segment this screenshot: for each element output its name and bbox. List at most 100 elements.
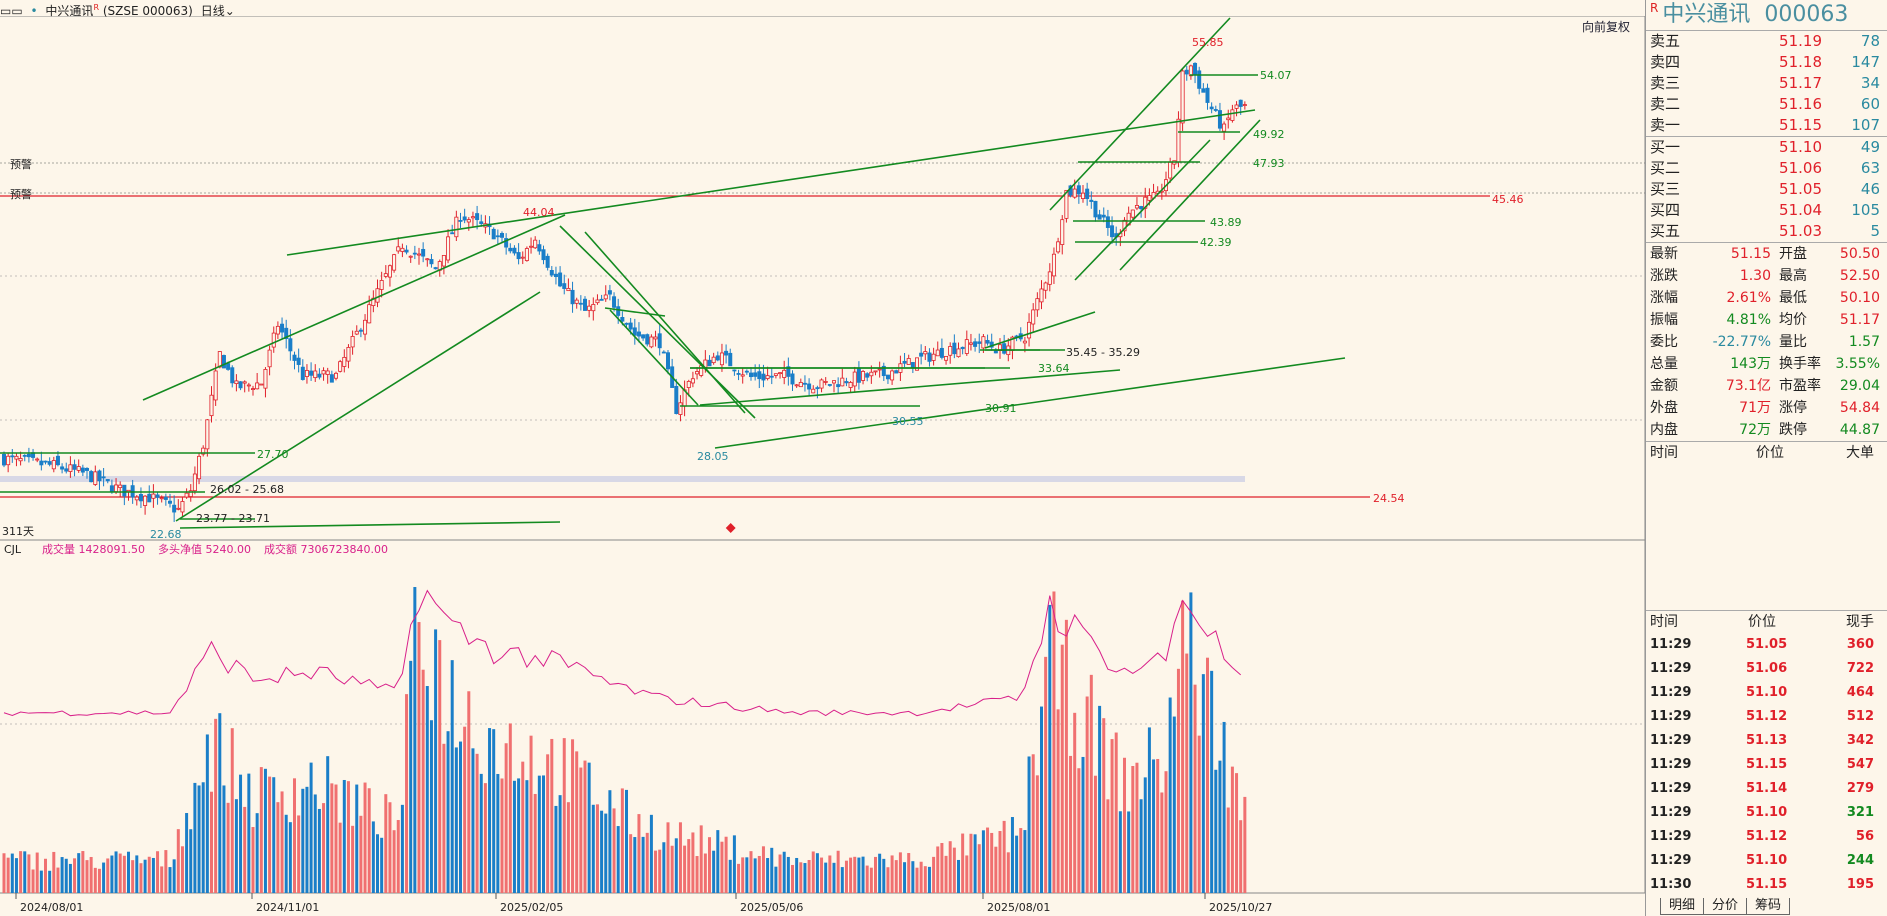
tick-row[interactable]: 11:29 51.12 56	[1646, 825, 1887, 849]
candle	[55, 455, 60, 466]
candle	[143, 495, 148, 506]
candle	[1081, 192, 1086, 199]
stat-label: 涨跌	[1650, 268, 1678, 284]
volume-bar	[886, 867, 890, 893]
stat-label: 内盘	[1650, 422, 1678, 438]
kline-chart[interactable]: 55.85 54.07 49.92 47.93 45.46 44.04 43.89 42.39…	[0, 0, 1645, 916]
volume-bar	[965, 855, 969, 893]
volume-bar	[641, 836, 645, 893]
candle	[578, 302, 583, 305]
tab-detail[interactable]: 明细	[1660, 898, 1705, 915]
volume-bar	[550, 738, 554, 893]
tick-row[interactable]: 11:29 51.10 464	[1646, 681, 1887, 705]
tick-time: 11:29	[1650, 733, 1692, 748]
price-label: 47.93	[1253, 157, 1285, 170]
volume-bar	[828, 855, 832, 893]
sell-order-row[interactable]: 卖三 51.17 34	[1646, 73, 1887, 94]
volume-bar	[247, 773, 251, 893]
stat-value: 44.87	[1839, 422, 1880, 438]
volume-bar	[1118, 811, 1122, 893]
window-control-icon[interactable]: ▭▭	[0, 4, 23, 18]
tick-row[interactable]: 11:29 51.12 512	[1646, 705, 1887, 729]
volume-bar	[297, 815, 301, 893]
stat-value: 3.55%	[1835, 356, 1880, 372]
tick-row[interactable]: 11:29 51.14 279	[1646, 777, 1887, 801]
candle	[466, 219, 471, 223]
stat-label: 均价	[1779, 312, 1807, 328]
candle	[794, 384, 799, 387]
sell-order-row[interactable]: 卖五 51.19 78	[1646, 31, 1887, 52]
tick-row[interactable]: 11:29 51.13 342	[1646, 729, 1887, 753]
candle	[392, 254, 397, 271]
candle	[952, 342, 957, 355]
sell-order-row[interactable]: 卖二 51.16 60	[1646, 94, 1887, 115]
tick-price: 51.10	[1746, 685, 1788, 700]
chart-title-bar: ▭▭ • 中兴通讯R (SZSE 000063) 日线⌄	[0, 0, 1645, 18]
candle	[333, 372, 338, 379]
buy-order-row[interactable]: 买一 51.10 49	[1646, 137, 1887, 158]
tick-time: 11:29	[1650, 757, 1692, 772]
candle	[981, 336, 986, 349]
buy-order-row[interactable]: 买三 51.05 46	[1646, 179, 1887, 200]
volume-bar	[703, 853, 707, 893]
tick-row[interactable]: 11:30 51.15 195	[1646, 873, 1887, 897]
sell-order-row[interactable]: 卖四 51.18 147	[1646, 52, 1887, 73]
price-label: 28.05	[697, 450, 729, 463]
volume-bar	[376, 834, 379, 893]
volume-bar	[521, 761, 525, 893]
candle	[22, 454, 27, 457]
volume-bar	[73, 858, 77, 893]
volume-bar	[1176, 668, 1180, 893]
buy-order-row[interactable]: 买四 51.04 105	[1646, 200, 1887, 221]
candle	[396, 246, 401, 252]
sell-order-row[interactable]: 卖一 51.15 107	[1646, 115, 1887, 136]
volume-bar	[1110, 739, 1114, 893]
volume-bar	[1243, 796, 1247, 893]
volume-bar	[815, 853, 819, 893]
order-volume: 60	[1860, 95, 1880, 113]
volume-bar	[205, 734, 209, 893]
candle	[93, 471, 98, 485]
volume-bar	[558, 795, 562, 893]
candle	[802, 382, 807, 385]
volume-bar	[637, 814, 641, 893]
candle	[844, 381, 849, 384]
volume-bar	[666, 822, 670, 893]
trend-line	[609, 309, 699, 406]
candle	[508, 247, 513, 252]
tick-volume: 244	[1846, 853, 1874, 868]
candle	[910, 362, 915, 368]
buy-order-row[interactable]: 买二 51.06 63	[1646, 158, 1887, 179]
volume-bar	[766, 858, 770, 893]
candle	[1031, 309, 1036, 325]
chevron-down-icon[interactable]: ⌄	[224, 4, 235, 18]
order-level-label: 卖三	[1650, 74, 1681, 92]
order-level-label: 买四	[1650, 201, 1681, 219]
candle	[358, 329, 363, 332]
candle	[271, 332, 276, 348]
tick-row[interactable]: 11:29 51.10 321	[1646, 801, 1887, 825]
ticks-list[interactable]: 11:29 51.05 360 11:29 51.06 722 11:29 51.10 464 1…	[1646, 633, 1887, 897]
tick-row[interactable]: 11:29 51.10 244	[1646, 849, 1887, 873]
forward-adjust-button[interactable]: 向前复权	[1582, 20, 1631, 34]
tick-row[interactable]: 11:29 51.06 722	[1646, 657, 1887, 681]
candle	[80, 467, 85, 473]
candle	[778, 372, 783, 375]
stat-value: 2.61%	[1726, 290, 1771, 306]
tab-price-split[interactable]: 分价	[1703, 898, 1748, 915]
volume-bar	[720, 841, 724, 893]
buy-order-row[interactable]: 买五 51.03 5	[1646, 221, 1887, 242]
tick-row[interactable]: 11:29 51.15 547	[1646, 753, 1887, 777]
period-selector[interactable]: 日线	[200, 4, 225, 18]
tab-chips[interactable]: 筹码	[1746, 898, 1791, 915]
volume-bar	[10, 853, 14, 893]
volume-bar	[562, 738, 566, 893]
candle	[1060, 219, 1065, 245]
volume-bar	[27, 854, 31, 893]
volume-bar	[857, 857, 861, 893]
indicator-label: 多头净值 5240.00	[158, 542, 251, 556]
volume-bar	[122, 855, 126, 893]
candle	[221, 355, 226, 369]
candle	[1238, 99, 1243, 107]
tick-row[interactable]: 11:29 51.05 360	[1646, 633, 1887, 657]
